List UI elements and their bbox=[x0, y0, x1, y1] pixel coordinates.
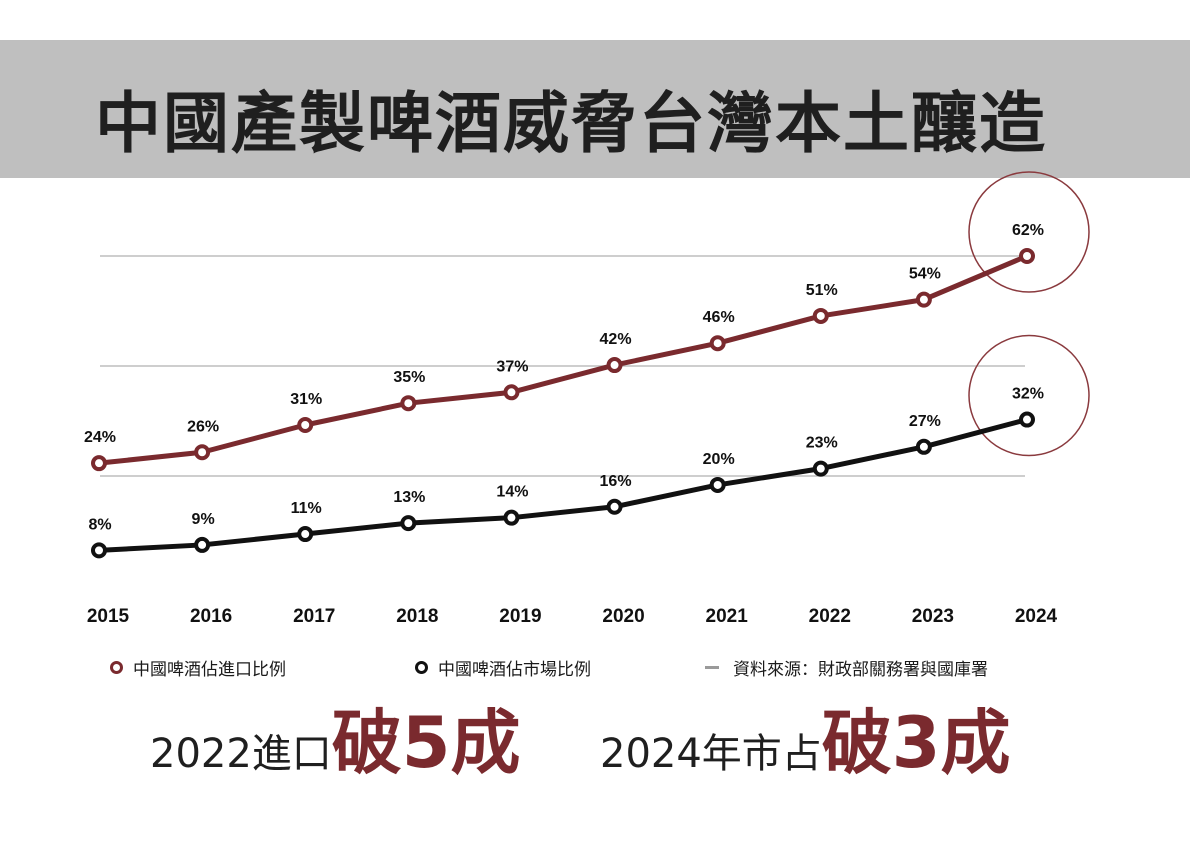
data-point bbox=[400, 395, 417, 412]
data-point bbox=[709, 476, 726, 493]
x-tick-label: 2015 bbox=[87, 606, 130, 627]
data-label: 51% bbox=[806, 282, 838, 299]
data-label: 37% bbox=[496, 358, 528, 375]
data-point bbox=[1019, 411, 1035, 428]
data-label: 16% bbox=[600, 473, 632, 490]
data-label: 32% bbox=[1012, 386, 1044, 403]
data-point bbox=[915, 291, 932, 308]
data-label: 9% bbox=[192, 511, 215, 528]
data-label: 46% bbox=[703, 309, 735, 326]
data-point bbox=[503, 509, 520, 526]
series-lines bbox=[98, 253, 1028, 553]
caption-import-highlight: 破5成 bbox=[331, 702, 521, 784]
x-tick-label: 2024 bbox=[1015, 606, 1058, 627]
data-point bbox=[91, 542, 107, 559]
data-point bbox=[915, 438, 932, 455]
data-label: 14% bbox=[496, 484, 528, 501]
caption-import-text: 2022進口 bbox=[150, 731, 332, 777]
data-label: 11% bbox=[291, 500, 322, 517]
data-point bbox=[812, 460, 829, 477]
caption-import: 2022進口破5成 bbox=[150, 687, 521, 788]
data-label: 13% bbox=[393, 489, 425, 506]
data-point bbox=[1019, 248, 1035, 264]
series-line-market bbox=[98, 417, 1028, 553]
legend: 中國啤酒佔進口比例 中國啤酒佔市場比例 資料來源：財政部關務署與國庫署 bbox=[0, 655, 1190, 685]
x-tick-label: 2017 bbox=[293, 606, 335, 627]
dash-icon bbox=[705, 666, 719, 669]
data-label: 27% bbox=[909, 413, 941, 430]
data-label: 20% bbox=[703, 451, 735, 468]
data-label: 42% bbox=[600, 331, 632, 348]
legend-item-market: 中國啤酒佔市場比例 bbox=[415, 655, 591, 680]
data-point bbox=[297, 526, 314, 543]
data-point bbox=[194, 536, 211, 553]
source-label: 資料來源：財政部關務署與國庫署 bbox=[733, 660, 988, 680]
highlight-circle bbox=[968, 171, 1090, 293]
data-point bbox=[709, 335, 726, 352]
data-label: 8% bbox=[88, 516, 111, 533]
legend-label-import: 中國啤酒佔進口比例 bbox=[133, 660, 286, 680]
x-tick-label: 2018 bbox=[396, 606, 438, 627]
data-point bbox=[400, 515, 417, 532]
data-point bbox=[194, 444, 211, 461]
data-label: 62% bbox=[1012, 222, 1044, 239]
x-tick-label: 2020 bbox=[602, 606, 644, 627]
data-point bbox=[606, 498, 623, 515]
data-label: 23% bbox=[806, 435, 838, 452]
x-tick-label: 2023 bbox=[912, 606, 954, 627]
highlight-circles bbox=[968, 171, 1090, 457]
circle-marker-icon bbox=[110, 661, 123, 674]
x-axis: 2015 2016 2017 2018 2019 2020 2021 2022 2023 2024 bbox=[87, 606, 1058, 627]
data-label: 54% bbox=[909, 266, 941, 283]
data-point bbox=[503, 384, 520, 401]
data-point bbox=[297, 417, 314, 433]
data-label: 26% bbox=[187, 418, 219, 435]
data-label: 24% bbox=[84, 429, 116, 446]
x-tick-label: 2021 bbox=[706, 606, 749, 627]
x-tick-label: 2016 bbox=[190, 606, 232, 627]
legend-label-market: 中國啤酒佔市場比例 bbox=[438, 660, 591, 680]
caption-market: 2024年市占破3成 bbox=[600, 687, 1011, 788]
legend-item-import: 中國啤酒佔進口比例 bbox=[110, 655, 286, 680]
series-line-import bbox=[98, 253, 1028, 466]
legend-item-source: 資料來源：財政部關務署與國庫署 bbox=[705, 655, 988, 680]
data-point bbox=[606, 357, 623, 374]
data-points bbox=[91, 248, 1035, 559]
x-tick-label: 2019 bbox=[499, 606, 541, 627]
bottom-caption: 2022進口破5成 2024年市占破3成 bbox=[0, 702, 1190, 818]
caption-market-text: 2024年市占 bbox=[600, 731, 822, 777]
data-labels: 24% 26% 31% 35% 37% 42% 46% 51% 54% 62% 8% 9% 11% 13%… bbox=[84, 222, 1044, 533]
data-point bbox=[91, 455, 107, 472]
circle-marker-icon bbox=[415, 661, 428, 674]
grid-lines bbox=[100, 255, 1025, 477]
title-banner: 中國產製啤酒威脅台灣本土釀造 bbox=[0, 40, 1190, 178]
data-point bbox=[812, 307, 829, 324]
data-label: 35% bbox=[393, 369, 425, 386]
x-tick-label: 2022 bbox=[809, 606, 851, 627]
caption-market-highlight: 破3成 bbox=[821, 702, 1011, 784]
page-title: 中國產製啤酒威脅台灣本土釀造 bbox=[95, 85, 1047, 162]
highlight-circle bbox=[968, 334, 1090, 457]
data-label: 31% bbox=[290, 391, 322, 408]
